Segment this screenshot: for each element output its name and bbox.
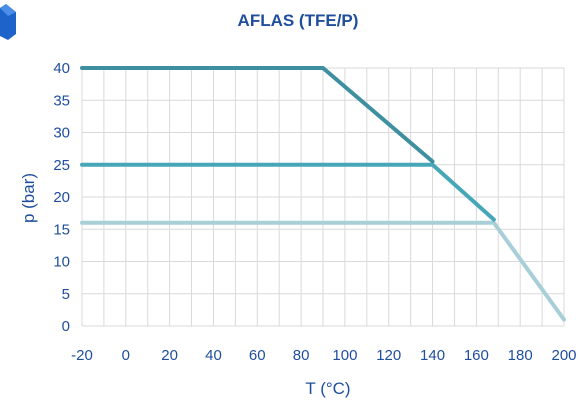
x-tick-label: 0 xyxy=(122,347,130,364)
x-tick-label: 120 xyxy=(376,347,401,364)
grid xyxy=(81,67,565,327)
x-tick-label: 100 xyxy=(332,347,357,364)
y-tick-label: 40 xyxy=(53,60,70,77)
y-tick-label: 10 xyxy=(53,254,70,271)
x-tick-label: 140 xyxy=(420,347,445,364)
series-line xyxy=(80,220,566,322)
chart-title: AFLAS (TFE/P) xyxy=(238,11,359,30)
series-line xyxy=(80,162,496,222)
x-axis-label: T (°C) xyxy=(305,379,350,398)
x-tick-label: 200 xyxy=(551,347,576,364)
y-tick-label: 20 xyxy=(53,189,70,206)
x-tick-label: 40 xyxy=(205,347,222,364)
y-tick-label: 5 xyxy=(62,286,70,303)
x-tick-label: -20 xyxy=(71,347,93,364)
series-line xyxy=(80,66,435,164)
x-tick-label: 20 xyxy=(161,347,178,364)
x-tick-labels: -20 0 20 40 60 80 100 120 140 160 180 200 xyxy=(71,347,576,364)
x-tick-label: 180 xyxy=(508,347,533,364)
y-tick-label: 15 xyxy=(53,221,70,238)
y-tick-labels: 0 5 10 15 20 25 30 35 40 xyxy=(53,60,70,335)
series-lines xyxy=(80,66,566,322)
x-tick-label: 80 xyxy=(293,347,310,364)
y-axis-label: p (bar) xyxy=(19,173,38,223)
y-tick-label: 30 xyxy=(53,125,70,142)
x-tick-label: 160 xyxy=(464,347,489,364)
y-tick-label: 25 xyxy=(53,157,70,174)
y-tick-label: 0 xyxy=(62,318,70,335)
x-tick-label: 60 xyxy=(249,347,266,364)
logo-corner-highlight-icon xyxy=(0,4,16,16)
y-tick-label: 35 xyxy=(53,92,70,109)
